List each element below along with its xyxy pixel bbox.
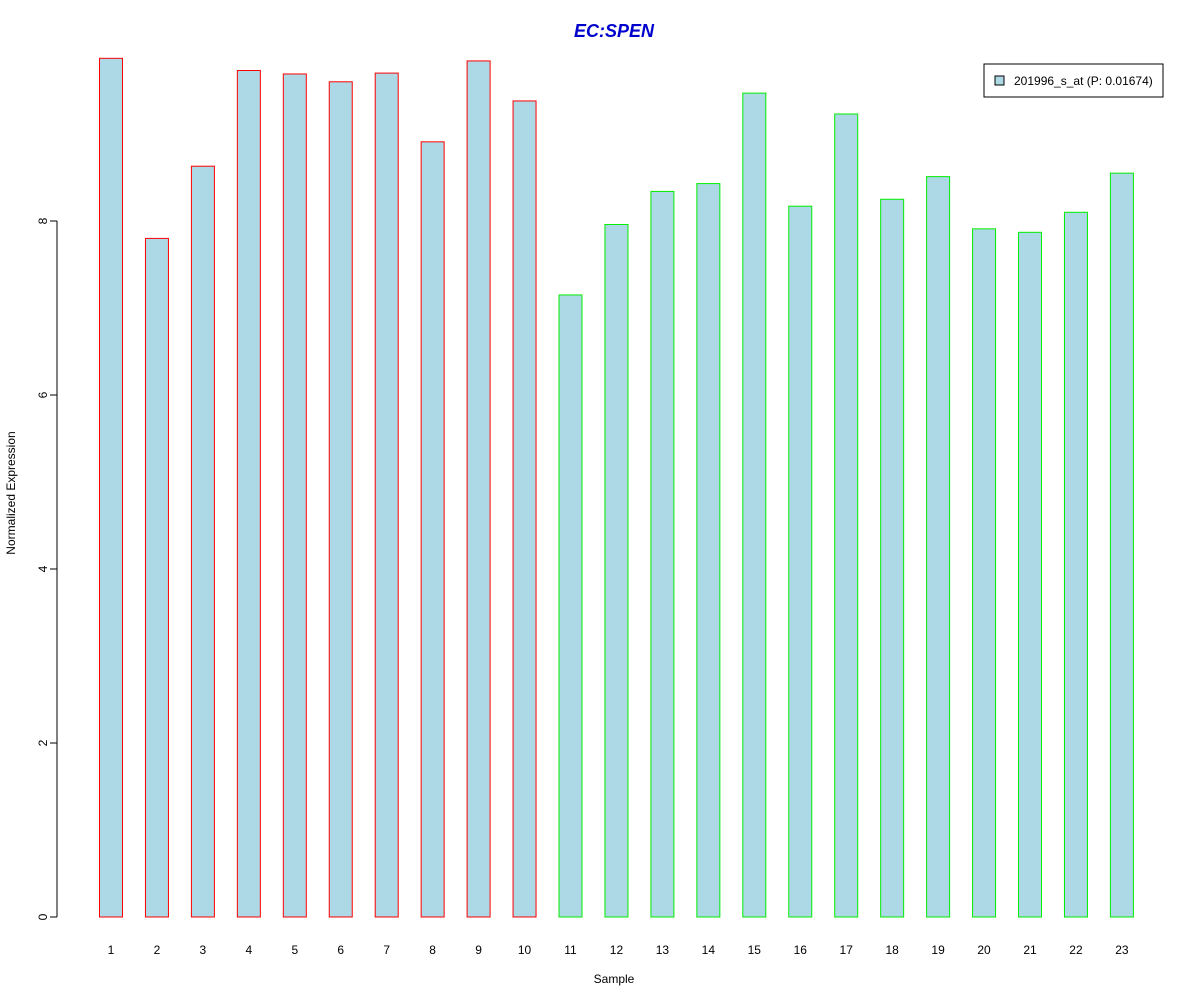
bar-sample-17 xyxy=(834,113,859,918)
y-tick-label: 4 xyxy=(36,565,50,572)
bar-sample-14 xyxy=(696,183,721,918)
legend-label: 201996_s_at (P: 0.01674) xyxy=(1014,74,1153,88)
x-tick-label: 12 xyxy=(610,943,624,957)
x-tick-label: 21 xyxy=(1023,943,1037,957)
y-tick-label: 2 xyxy=(36,739,50,746)
y-axis-label: Normalized Expression xyxy=(4,431,18,554)
legend-box xyxy=(983,63,1164,98)
bar-sample-19 xyxy=(926,176,951,918)
x-tick-label: 11 xyxy=(564,943,577,957)
bar-sample-16 xyxy=(788,205,813,918)
bar-sample-18 xyxy=(880,198,905,918)
x-tick-label: 17 xyxy=(840,943,854,957)
bar-sample-10 xyxy=(512,100,537,918)
x-tick-label: 5 xyxy=(291,943,298,957)
x-tick-label: 4 xyxy=(246,943,253,957)
bar-sample-8 xyxy=(420,141,445,918)
bar-sample-4 xyxy=(236,69,261,918)
bar-sample-9 xyxy=(466,60,491,918)
y-tick-label: 0 xyxy=(36,913,50,920)
bars xyxy=(99,57,1134,918)
x-tick-label: 20 xyxy=(977,943,991,957)
x-tick-label: 9 xyxy=(475,943,482,957)
x-tick-label: 10 xyxy=(518,943,532,957)
bar-sample-12 xyxy=(604,223,629,918)
x-tick-label: 22 xyxy=(1069,943,1083,957)
bar-sample-23 xyxy=(1109,172,1134,918)
x-tick-label: 16 xyxy=(794,943,808,957)
bar-sample-5 xyxy=(282,73,307,918)
x-tick-label: 15 xyxy=(748,943,762,957)
x-tick-label: 19 xyxy=(931,943,945,957)
bar-sample-21 xyxy=(1018,231,1042,918)
x-tick-label: 18 xyxy=(885,943,899,957)
y-tick-label: 6 xyxy=(36,391,50,398)
bar-sample-6 xyxy=(328,81,353,918)
x-tick-label: 1 xyxy=(108,943,115,957)
bar-sample-1 xyxy=(99,57,123,918)
x-tick-label: 7 xyxy=(383,943,390,957)
chart-title: EC:SPEN xyxy=(574,21,655,41)
bar-sample-22 xyxy=(1063,211,1088,918)
x-tick-label: 3 xyxy=(200,943,207,957)
y-tick-label: 8 xyxy=(36,217,50,224)
bar-sample-11 xyxy=(558,294,583,918)
x-tick-label: 6 xyxy=(337,943,344,957)
bar-sample-13 xyxy=(650,190,675,918)
bar-sample-7 xyxy=(374,72,399,918)
x-tick-label: 2 xyxy=(154,943,161,957)
y-axis: 0 2 4 6 8 xyxy=(36,217,58,920)
x-tick-label: 8 xyxy=(429,943,436,957)
bar-sample-15 xyxy=(742,92,767,918)
x-axis-label: Sample xyxy=(594,972,635,986)
x-tick-labels: 1 2 3 4 5 6 7 8 9 10 11 12 13 14 15 16 17 18 19 20 21 22 23 xyxy=(108,943,1129,957)
legend-swatch xyxy=(994,75,1005,86)
bar-sample-2 xyxy=(144,237,169,918)
legend: 201996_s_at (P: 0.01674) xyxy=(983,63,1164,98)
bar-sample-20 xyxy=(972,228,997,918)
bar-sample-3 xyxy=(190,165,215,918)
x-tick-label: 23 xyxy=(1115,943,1129,957)
x-tick-label: 13 xyxy=(656,943,670,957)
x-tick-label: 14 xyxy=(702,943,716,957)
